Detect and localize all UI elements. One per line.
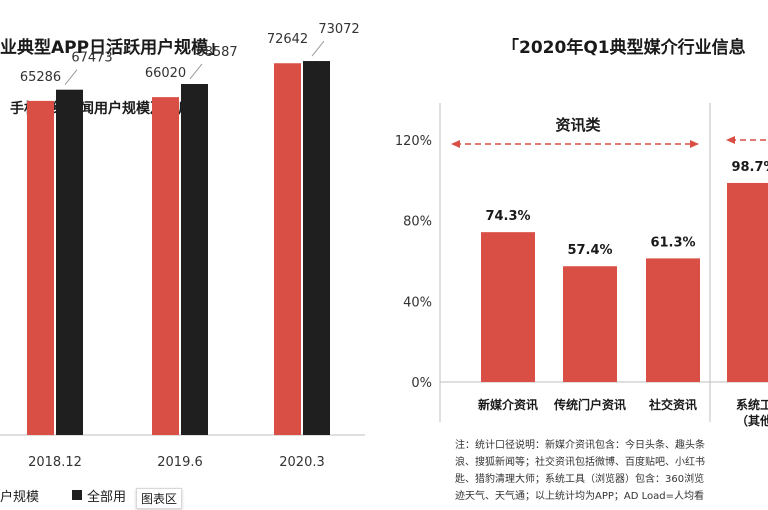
- y-tick-label: 120%: [395, 134, 432, 149]
- arrow-head-left: [451, 140, 460, 148]
- bar: [646, 258, 700, 382]
- left-chart-title: 业典型APP日活跃用户规模」: [0, 38, 226, 58]
- left-chart[interactable]: 65286 67473 2018.12 66020 68587 2019.6 72642 73…: [0, 22, 365, 505]
- legend-label: 户规模: [0, 489, 39, 505]
- bar-all-users: [56, 89, 83, 436]
- bar-all-users: [303, 61, 330, 435]
- bar-user-scale: [152, 97, 179, 436]
- data-label: 61.3%: [650, 235, 695, 250]
- footnote-line: 注：统计口径说明：新媒介资讯包含：今日头条、趣头条: [455, 440, 705, 451]
- data-label: 73072: [318, 22, 359, 37]
- x-tick-sublabel: （其他: [736, 413, 768, 428]
- footnote-line: 浪、搜狐新闻等；社交资讯包括微博、百度贴吧、小红书: [455, 457, 705, 468]
- y-tick-label: 80%: [403, 215, 432, 230]
- bar-user-scale: [27, 100, 54, 436]
- bar: [563, 266, 617, 382]
- data-label: 65286: [20, 70, 61, 85]
- x-tick-label: 社交资讯: [648, 397, 697, 412]
- x-tick-label: 2019.6: [157, 455, 203, 470]
- bar-user-scale: [274, 63, 301, 435]
- x-tick-label: 2018.12: [28, 455, 82, 470]
- data-label: 66020: [145, 66, 186, 81]
- y-tick-label: 40%: [403, 295, 432, 310]
- bar: [727, 182, 768, 382]
- footnote: 注：统计口径说明：新媒介资讯包含：今日头条、趣头条 浪、搜狐新闻等；社交资讯包括…: [455, 437, 768, 505]
- data-label: 67473: [71, 51, 112, 66]
- data-label: 74.3%: [485, 209, 530, 224]
- x-tick-label: 传统门户资讯: [553, 397, 626, 412]
- leader-line: [64, 69, 78, 86]
- data-label: 72642: [267, 32, 308, 47]
- legend-label: 全部用: [87, 489, 126, 505]
- group-label: 资讯类: [555, 116, 601, 134]
- legend-swatch: [72, 490, 82, 500]
- bar: [481, 232, 535, 382]
- x-tick-label: 2020.3: [279, 455, 325, 470]
- chart-area-tooltip: 图表区: [136, 488, 183, 509]
- arrow-head-left: [726, 136, 735, 144]
- data-label: 68587: [196, 45, 237, 60]
- arrow-head-right: [690, 140, 699, 148]
- y-tick-label: 0%: [411, 376, 432, 391]
- footnote-line: 匙、猎豹清理大师；系统工具（浏览器）包含：360浏览: [455, 474, 705, 485]
- right-chart[interactable]: 0% 40% 80% 120% 资讯类 74.3% 新媒介资讯 57.4% 传统门户资讯 61.3…: [395, 103, 768, 428]
- x-tick-label: 新媒介资讯: [478, 397, 538, 412]
- leader-line: [189, 63, 203, 80]
- bar-all-users: [181, 83, 208, 435]
- data-label: 98.7%: [731, 160, 768, 175]
- footnote-line: 迹天气、天气通；以上统计均为APP；AD Load=人均看: [455, 491, 704, 502]
- data-label: 57.4%: [567, 243, 612, 258]
- x-tick-label: 系统工: [736, 397, 768, 412]
- leader-line: [311, 40, 325, 57]
- right-chart-title: 「2020年Q1典型媒介行业信息: [502, 38, 746, 58]
